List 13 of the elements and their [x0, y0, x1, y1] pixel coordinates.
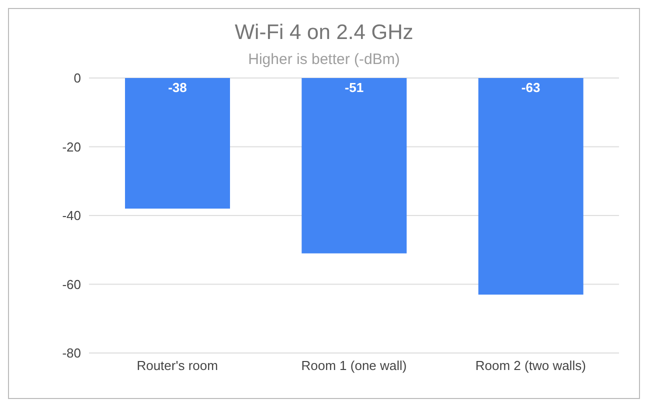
data-label: -51: [344, 80, 364, 96]
chart-subtitle: Higher is better (-dBm): [247, 51, 401, 68]
data-label: -63: [521, 80, 540, 96]
x-tick-label: Room 2 (two walls): [475, 358, 586, 374]
data-label: -38: [168, 80, 187, 96]
y-tick-label: -60: [62, 276, 81, 292]
y-tick-label: -20: [62, 139, 81, 154]
chart-title: Wi-Fi 4 on 2.4 GHz: [234, 21, 414, 45]
x-tick-label: Room 1 (one wall): [301, 358, 407, 374]
x-tick-label: Router's room: [136, 358, 218, 374]
y-tick-label: 0: [74, 70, 81, 86]
y-tick-label: -40: [62, 208, 81, 224]
y-tick-label: -80: [62, 346, 81, 361]
